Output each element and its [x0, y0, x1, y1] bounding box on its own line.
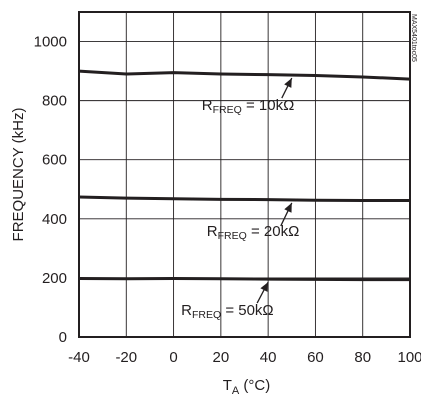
x-tick-label: 100: [397, 349, 421, 366]
y-axis-title: FREQUENCY (kHz): [10, 108, 27, 242]
series-label-3: RFREQ = 50kΩ: [181, 302, 274, 321]
series-line-1: [78, 69, 411, 81]
x-tick-label: -20: [115, 349, 137, 366]
y-tick-label: 800: [42, 93, 67, 110]
y-tick-label: 400: [42, 211, 67, 228]
x-axis-title-main: T: [223, 377, 232, 394]
series-label-2: RFREQ = 20kΩ: [207, 223, 300, 242]
grid-lines: [78, 11, 411, 338]
x-tick-label: 60: [307, 349, 324, 366]
x-axis-title-sub: A: [232, 385, 240, 397]
x-tick-label: 0: [169, 349, 177, 366]
x-tick-label: 40: [260, 349, 277, 366]
series-line-2: [78, 195, 410, 202]
y-tick-label: 200: [42, 270, 67, 287]
y-tick-label: 0: [59, 329, 67, 346]
series-line-3: [78, 277, 410, 282]
x-axis-title: TA (°C): [223, 377, 271, 397]
annotation-layer: RFREQ = 10kΩ RFREQ = 20kΩ RFREQ = 50kΩ: [181, 77, 300, 321]
figure-id-label: MAX5401toc05: [410, 14, 417, 62]
x-tick-label: -40: [68, 349, 90, 366]
x-axis-title-unit: (°C): [239, 377, 270, 394]
x-axis-tick-labels: -40 -20 0 20 40 60 80 100: [68, 349, 421, 366]
annotation-arrow-head: [284, 78, 292, 88]
annotation-arrow-head: [284, 202, 292, 213]
x-tick-label: 80: [354, 349, 371, 366]
series-label-1: RFREQ = 10kΩ: [202, 97, 295, 116]
x-tick-label: 20: [213, 349, 230, 366]
plot-area-frame: [78, 11, 411, 338]
y-tick-label: 600: [42, 152, 67, 169]
y-axis-tick-labels: 0 200 400 600 800 1000: [34, 34, 67, 346]
annotation-arrow-head: [260, 282, 269, 292]
y-tick-label: 1000: [34, 34, 67, 51]
series-layer: [78, 69, 411, 282]
